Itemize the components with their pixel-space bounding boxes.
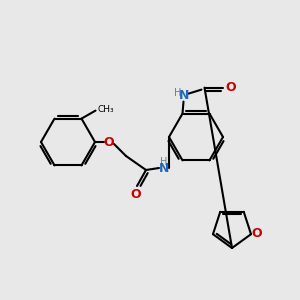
Text: O: O (131, 188, 141, 200)
Text: O: O (104, 136, 114, 148)
Text: CH₃: CH₃ (98, 105, 114, 114)
Text: H: H (160, 157, 168, 167)
Text: N: N (179, 89, 190, 102)
Text: O: O (252, 227, 262, 240)
Text: O: O (225, 81, 236, 94)
Text: N: N (159, 163, 169, 176)
Text: H: H (174, 88, 181, 98)
